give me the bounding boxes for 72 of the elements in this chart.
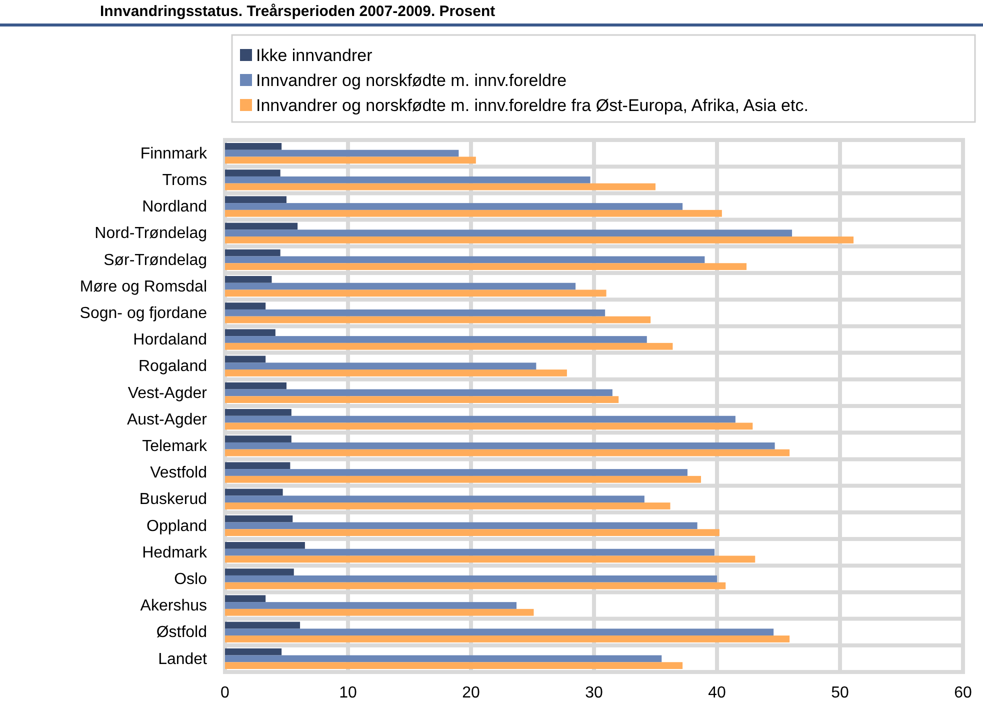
x-tick-label: 60: [954, 684, 972, 702]
bar: [225, 628, 774, 636]
bar: [225, 488, 283, 496]
bar: [225, 496, 644, 503]
bar: [225, 309, 606, 316]
bar: [225, 542, 305, 549]
x-tick-label: 50: [831, 684, 849, 702]
bar: [225, 622, 300, 629]
legend-label: Innvandrer og norskfødte m. innv.foreldre fra Øst-Europa, Afrika, Asia etc.: [256, 96, 808, 115]
y-tick-label: Vestfold: [150, 464, 207, 482]
bar: [225, 416, 736, 423]
bar: [225, 302, 266, 310]
bar: [225, 469, 688, 476]
y-tick-label: Oslo: [174, 571, 208, 588]
bar: [225, 170, 280, 176]
x-tick-label: 20: [462, 684, 480, 702]
y-tick-label: Telemark: [142, 438, 208, 456]
chart-title: Innvandringsstatus. Treårsperioden 2007-2009. Prosent: [100, 3, 496, 20]
bar: [225, 230, 792, 237]
y-tick-label: Rogaland: [138, 358, 207, 376]
y-tick-label: Buskerud: [139, 491, 207, 508]
bar: [225, 362, 536, 370]
x-tick-label: 10: [339, 684, 357, 702]
bar: [225, 249, 280, 256]
bar: [225, 442, 775, 450]
bar: [225, 522, 698, 530]
x-tick-label: 40: [708, 684, 726, 702]
bar: [225, 329, 276, 336]
y-tick-label: Aust-Agder: [126, 411, 208, 428]
bar: [225, 143, 282, 150]
bar: [225, 655, 662, 662]
y-tick-label: Landet: [158, 650, 208, 668]
y-tick-label: Akershus: [140, 598, 207, 615]
bar: [225, 462, 290, 470]
y-tick-label: Hordaland: [133, 332, 207, 349]
bar: [225, 602, 517, 609]
bar: [225, 382, 286, 390]
bar: [225, 203, 683, 210]
x-tick-label: 0: [220, 684, 230, 702]
y-tick-label: Hedmark: [142, 544, 208, 562]
y-tick-label: Troms: [162, 172, 207, 190]
bar: [225, 356, 266, 363]
bar: [225, 568, 294, 576]
bar: [225, 575, 717, 582]
y-tick-label: Møre og Romsdal: [80, 278, 207, 296]
y-tick-label: Finnmark: [140, 145, 208, 162]
bar: [225, 336, 647, 343]
bar: [225, 276, 272, 283]
bar: [225, 595, 266, 602]
bar: [225, 222, 298, 230]
y-tick-label: Vest-Agder: [128, 384, 208, 402]
bar: [225, 548, 715, 556]
y-tick-label: Nordland: [142, 198, 207, 216]
y-tick-label: Sogn- og fjordane: [80, 305, 208, 322]
bar: [225, 196, 286, 204]
bar: [225, 409, 292, 416]
bar: [225, 515, 293, 522]
bar: [225, 150, 459, 157]
bar: [225, 256, 705, 264]
legend-label: Innvandrer og norskfødte m. innv.foreldre: [256, 71, 567, 90]
y-tick-label: Nord-Trøndelag: [94, 225, 207, 242]
bar: [225, 648, 282, 656]
bar: [225, 389, 612, 396]
bar: [225, 662, 683, 669]
y-tick-label: Sør-Trøndelag: [104, 252, 207, 269]
bar: [225, 282, 576, 290]
bar: [225, 436, 292, 442]
x-tick-label: 30: [585, 684, 603, 702]
y-tick-label: Oppland: [146, 518, 207, 535]
legend-label: Ikke innvandrer: [256, 46, 373, 65]
y-tick-label: Østfold: [156, 624, 207, 642]
bar: [225, 176, 590, 184]
